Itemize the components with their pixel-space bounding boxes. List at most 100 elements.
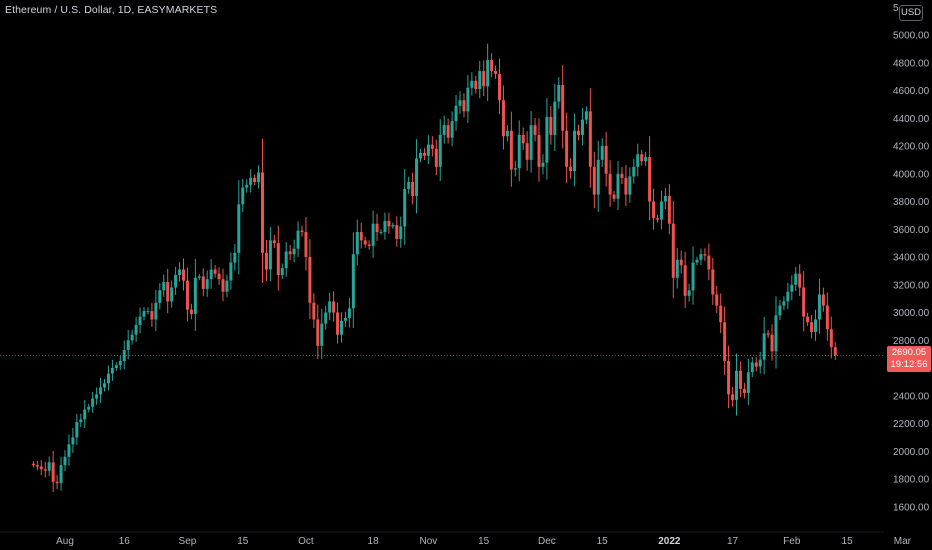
last-price-tag: 2690.05 19:12:56 [887, 346, 931, 372]
candle-body [229, 262, 233, 281]
candle-body [790, 284, 794, 292]
candle-body [154, 302, 158, 320]
candle-body [126, 340, 130, 350]
candle-body [494, 71, 498, 74]
y-tick-label: 4000.00 [893, 169, 930, 180]
candle-body [411, 182, 415, 196]
candle-body [363, 240, 367, 245]
candle-body [39, 466, 43, 470]
candle-body [656, 218, 659, 220]
candle-body [130, 334, 134, 341]
candle-body [340, 320, 343, 335]
candle-body [735, 370, 738, 400]
candle-body [774, 315, 778, 352]
candle-body [636, 154, 640, 167]
last-price-value: 2690.05 [891, 347, 927, 358]
y-tick-label: 3400.00 [893, 253, 930, 264]
candle-body [355, 232, 359, 255]
x-tick-label: 16 [119, 536, 131, 547]
candle-body [387, 220, 391, 227]
candle-body [731, 394, 735, 400]
x-tick-label: 15 [842, 536, 854, 547]
candle-body [829, 329, 833, 348]
candle-body [442, 125, 446, 135]
y-tick-label: 4800.00 [893, 58, 930, 69]
candle-body [383, 220, 387, 233]
candle-body [438, 134, 442, 167]
candle-body [257, 172, 261, 183]
candle-body [320, 323, 324, 346]
candle-body [245, 184, 249, 188]
candle-body [746, 372, 750, 393]
candle-body [667, 195, 671, 224]
candle-body [600, 146, 604, 160]
candle-body [561, 84, 565, 131]
candle-body [209, 269, 213, 280]
candle-body [371, 223, 375, 246]
candle-body [541, 162, 545, 167]
candle-body [47, 462, 51, 471]
candle-body [490, 59, 494, 72]
y-tick-label: 1600.00 [893, 502, 930, 513]
candle-body [415, 158, 419, 196]
candle-body [182, 269, 185, 281]
candle-body [529, 125, 533, 160]
candle-body [723, 322, 727, 362]
candle-body [249, 177, 253, 185]
candle-body [533, 125, 537, 135]
candle-body [466, 87, 470, 112]
currency-selector[interactable]: USD [899, 5, 923, 21]
candle-body [557, 84, 561, 102]
candle-body [332, 301, 336, 313]
price-axis[interactable]: 1600.001800.002000.002200.002400.002600.… [893, 3, 930, 513]
candle-body [71, 437, 75, 445]
candle-body [498, 73, 501, 101]
candle-body [683, 265, 687, 296]
y-tick-label: 2200.00 [893, 419, 930, 430]
x-tick-label: Aug [56, 536, 74, 547]
time-axis[interactable]: Aug 16 Sep 15 Oct 18 Nov 15 Dec 15 2022 17 Feb 15 Mar [0, 531, 912, 547]
candle-body [241, 187, 245, 205]
candle-body [114, 365, 118, 368]
y-tick-label: 3000.00 [893, 308, 930, 319]
candle-body [545, 116, 549, 163]
candle-body [616, 173, 620, 199]
candle-body [573, 130, 577, 171]
x-tick-label: Dec [538, 536, 556, 547]
x-tick-label: 2022 [658, 536, 681, 547]
candle-body [375, 223, 379, 233]
candle-body [577, 130, 580, 135]
y-tick-label: 1800.00 [893, 475, 930, 486]
candle-body [138, 316, 142, 325]
candle-body [786, 291, 790, 302]
candle-body [347, 308, 351, 319]
candle-body [292, 248, 296, 255]
candle-body [719, 305, 723, 323]
candle-body [482, 71, 486, 87]
candle-body [308, 257, 312, 303]
candle-body [659, 201, 663, 220]
candle-body [825, 305, 829, 330]
candle-body [470, 80, 474, 88]
candle-body [434, 148, 438, 167]
candle-body [798, 273, 802, 288]
y-tick-label: 3800.00 [893, 197, 930, 208]
x-tick-label: Feb [783, 536, 801, 547]
candle-body [580, 119, 584, 135]
candle-body [221, 279, 225, 292]
candle-body [300, 230, 304, 233]
candle-body [794, 273, 798, 285]
candle-body [738, 370, 742, 389]
candle-body [328, 301, 332, 313]
candle-body [462, 100, 466, 112]
candle-body [158, 290, 162, 303]
candle-body [513, 168, 517, 170]
x-tick-label: 18 [368, 536, 380, 547]
candle-body [766, 333, 770, 335]
candle-body [474, 80, 478, 90]
bar-countdown: 19:12:56 [890, 359, 928, 370]
candle-body [91, 398, 95, 407]
candle-body [35, 465, 39, 467]
y-tick-label: 2000.00 [893, 447, 930, 458]
